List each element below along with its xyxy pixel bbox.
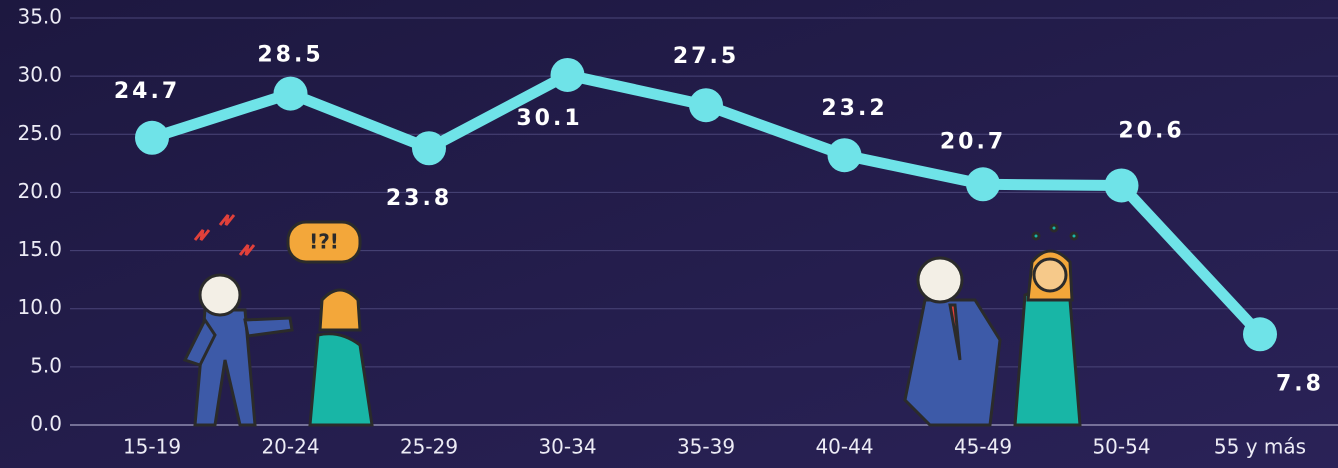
marker: [966, 167, 1000, 201]
x-tick-label: 30-34: [538, 435, 596, 459]
y-tick-label: 25.0: [17, 121, 62, 145]
data-label: 23.8: [386, 186, 452, 211]
data-label: 24.7: [114, 79, 180, 104]
x-tick-label: 20-24: [261, 435, 319, 459]
x-tick-label: 35-39: [677, 435, 735, 459]
x-tick-label: 40-44: [815, 435, 873, 459]
data-label: 20.6: [1118, 118, 1184, 143]
x-tick-label: 45-49: [954, 435, 1012, 459]
marker: [1105, 168, 1139, 202]
data-label: 20.7: [940, 129, 1006, 154]
marker: [1243, 317, 1277, 351]
marker: [689, 88, 723, 122]
x-tick-label: 55 y más: [1214, 435, 1306, 459]
chart: 0.0 5.0 10.0 15.0 20.0 25.0 30.0 35.0 15-19 20-24…: [0, 0, 1338, 468]
marker: [412, 131, 446, 165]
data-label: 28.5: [257, 43, 323, 68]
marker: [828, 138, 862, 172]
marker: [551, 58, 585, 92]
marker: [274, 77, 308, 111]
marker: [135, 121, 169, 155]
y-tick-label: 10.0: [17, 295, 62, 319]
data-label: 27.5: [673, 44, 739, 69]
svg-text:!?!: !?!: [309, 230, 339, 254]
data-label: 30.1: [516, 106, 582, 131]
y-tick-label: 35.0: [17, 5, 62, 29]
y-tick-label: 0.0: [30, 412, 62, 436]
x-tick-label: 50-54: [1092, 435, 1150, 459]
y-tick-label: 30.0: [17, 63, 62, 87]
data-label: 7.8: [1276, 371, 1324, 396]
y-tick-label: 20.0: [17, 179, 62, 203]
data-label: 23.2: [821, 96, 887, 121]
y-tick-label: 5.0: [30, 353, 62, 377]
x-tick-label: 25-29: [400, 435, 458, 459]
x-tick-label: 15-19: [123, 435, 181, 459]
y-tick-label: 15.0: [17, 237, 62, 261]
